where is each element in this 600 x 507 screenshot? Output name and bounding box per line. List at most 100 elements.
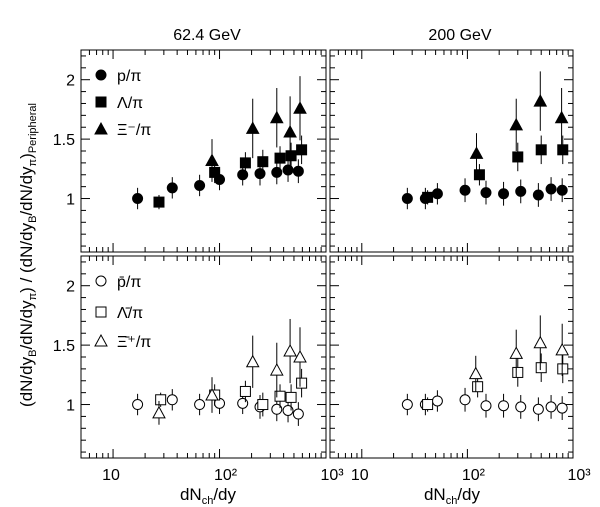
- data-point: [237, 169, 249, 181]
- data-point: [132, 399, 144, 411]
- data-point: [498, 400, 510, 412]
- data-point: [271, 403, 283, 415]
- y-tick-label: 1: [66, 192, 75, 209]
- series-filled-triangle: [469, 71, 569, 174]
- data-point: [282, 404, 294, 416]
- data-point: [554, 110, 569, 124]
- data-point: [254, 168, 266, 180]
- legend-marker: [94, 333, 108, 347]
- data-point: [509, 117, 524, 131]
- data-point: [269, 110, 284, 124]
- x-tick-label: 10: [351, 467, 369, 484]
- data-point: [274, 152, 286, 164]
- panels: 1 1.5 2 p/π Λ/π Ξ⁻/π 1 1.5 2 10 10² 10³ p̄/π Λ̄/π Ξ̄⁺/…: [53, 49, 591, 484]
- panel-top-left: 1 1.5 2 p/π Λ/π Ξ⁻/π: [53, 49, 327, 253]
- data-point: [557, 144, 569, 156]
- data-point: [239, 157, 251, 169]
- data-point: [472, 381, 484, 393]
- panel-top-right: [329, 49, 574, 253]
- legend-label: Λ/π: [117, 95, 143, 112]
- data-point: [480, 187, 492, 199]
- y-tick-label: 1: [66, 398, 75, 415]
- data-point: [283, 344, 297, 357]
- data-point: [153, 196, 165, 208]
- series-filled-square: [422, 135, 569, 205]
- data-point: [557, 363, 569, 375]
- series-filled-triangle: [205, 76, 307, 182]
- data-point: [556, 184, 568, 196]
- data-point: [296, 377, 308, 389]
- data-point: [292, 165, 304, 177]
- legend-label: p̄/π: [117, 274, 141, 291]
- data-point: [166, 182, 178, 194]
- panel-title-200-gev: 200 GeV: [428, 27, 491, 44]
- data-point: [509, 346, 524, 359]
- data-point: [469, 146, 484, 159]
- data-point: [473, 169, 485, 181]
- data-point: [152, 405, 166, 419]
- data-point: [459, 184, 471, 196]
- data-point: [532, 403, 544, 415]
- data-point: [535, 144, 547, 156]
- data-point: [245, 121, 260, 134]
- x-tick-label: 10: [102, 467, 120, 484]
- data-point: [545, 401, 557, 413]
- data-point: [271, 166, 283, 178]
- data-point: [269, 363, 284, 376]
- data-point: [283, 124, 297, 138]
- data-point: [515, 185, 527, 197]
- data-point: [285, 150, 297, 162]
- data-point: [556, 402, 568, 414]
- data-point: [533, 335, 548, 349]
- data-point: [257, 156, 269, 168]
- data-point: [237, 397, 249, 409]
- data-point: [431, 395, 443, 407]
- x-axis-label-right: dNch/dy: [424, 485, 481, 507]
- data-point: [512, 151, 524, 163]
- data-point: [498, 188, 510, 200]
- series-open-circle: [401, 387, 568, 422]
- legend-marker: [95, 306, 107, 318]
- series-open-square: [422, 353, 569, 412]
- data-point: [194, 399, 206, 411]
- legend-label: Λ̄/π: [117, 305, 143, 322]
- data-point: [257, 399, 269, 411]
- data-point: [205, 153, 219, 167]
- data-point: [132, 193, 144, 205]
- data-point: [459, 394, 471, 406]
- y-tick-label: 2: [66, 279, 75, 296]
- y-tick-label: 2: [66, 73, 75, 90]
- x-tick-label: 10²: [214, 467, 238, 484]
- data-point: [293, 101, 307, 114]
- data-point: [533, 94, 548, 107]
- data-point: [545, 183, 557, 195]
- y-tick-label: 1.5: [53, 338, 75, 355]
- data-point: [401, 193, 413, 205]
- data-point: [535, 362, 547, 374]
- data-point: [422, 191, 434, 203]
- data-point: [480, 400, 492, 412]
- data-point: [468, 366, 483, 380]
- data-point: [431, 188, 443, 200]
- data-point: [285, 391, 297, 403]
- data-point: [401, 399, 413, 411]
- legend-label: p/π: [117, 68, 141, 85]
- series-filled-square: [153, 135, 308, 210]
- data-point: [205, 387, 219, 401]
- data-point: [292, 408, 304, 420]
- data-point: [245, 354, 260, 368]
- legend-marker: [95, 96, 107, 108]
- panel-bottom-right: 10 10² 10³: [329, 255, 591, 484]
- series-filled-circle: [132, 158, 304, 210]
- data-point: [422, 399, 434, 411]
- data-point: [296, 144, 308, 156]
- x-tick-label: 10²: [462, 467, 486, 484]
- data-point: [194, 179, 206, 191]
- series-open-triangle: [468, 315, 570, 392]
- data-point: [532, 189, 544, 201]
- data-point: [274, 390, 286, 402]
- panel-bottom-left: 1 1.5 2 10 10² 10³ p̄/π Λ̄/π Ξ̄⁺/π: [53, 255, 344, 484]
- legend-label: Ξ̄⁺/π: [117, 334, 151, 351]
- legend-label: Ξ⁻/π: [117, 122, 151, 139]
